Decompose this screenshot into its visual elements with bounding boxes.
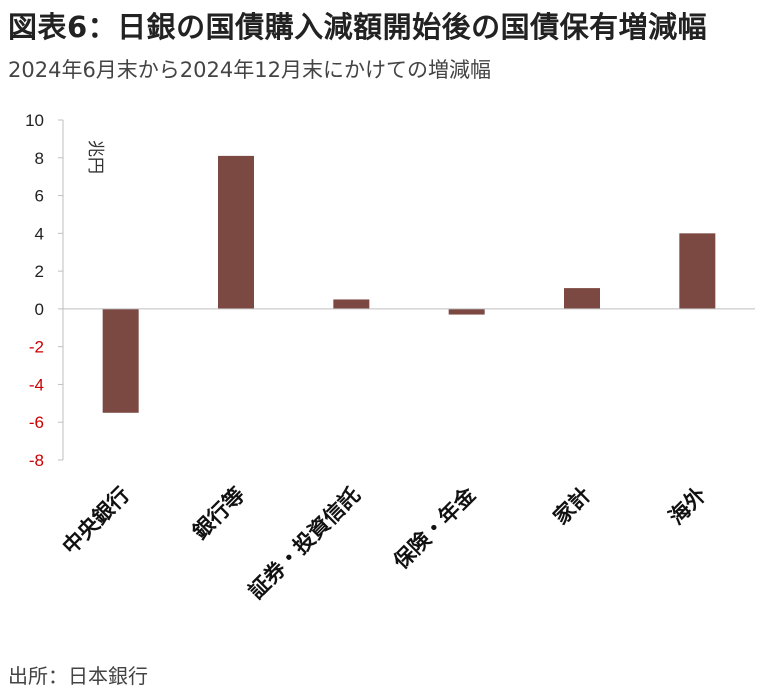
y-tick-label: 8 xyxy=(35,149,44,168)
category-label: 銀行等 xyxy=(188,483,250,545)
y-tick-label: 4 xyxy=(35,224,44,243)
category-label: 海外 xyxy=(664,483,711,530)
chart-title: 図表6：日銀の国債購入減額開始後の国債保有増減幅 xyxy=(8,10,708,44)
bar-2 xyxy=(218,155,254,309)
y-axis-ticks: 10 8 6 4 2 0 -2 -4 -6 -8 xyxy=(25,111,63,470)
y-tick-label: 6 xyxy=(35,187,44,206)
category-label: 中央銀行 xyxy=(58,483,134,559)
category-label: 証券・投資信託 xyxy=(244,483,365,604)
bar-1 xyxy=(102,308,139,413)
unit-label: 兆円 xyxy=(85,140,105,174)
y-tick-label: -6 xyxy=(29,413,44,432)
bar-3 xyxy=(333,299,370,309)
category-label: 保険・年金 xyxy=(388,482,481,575)
bar-5 xyxy=(564,288,600,309)
y-tick-label: -8 xyxy=(29,451,44,470)
bar-6 xyxy=(679,233,716,309)
y-tick-label: 0 xyxy=(35,300,44,319)
bar-4 xyxy=(448,308,485,315)
y-tick-label: -4 xyxy=(29,375,44,394)
source-note: 出所：日本銀行 xyxy=(8,664,148,688)
category-label: 家計 xyxy=(549,483,596,530)
y-tick-label: 2 xyxy=(35,262,44,281)
y-tick-label: -2 xyxy=(29,338,44,357)
bars xyxy=(102,155,716,413)
y-tick-label: 10 xyxy=(25,111,44,130)
chart-subtitle: 2024年6月末から2024年12月末にかけての増減幅 xyxy=(8,58,491,82)
